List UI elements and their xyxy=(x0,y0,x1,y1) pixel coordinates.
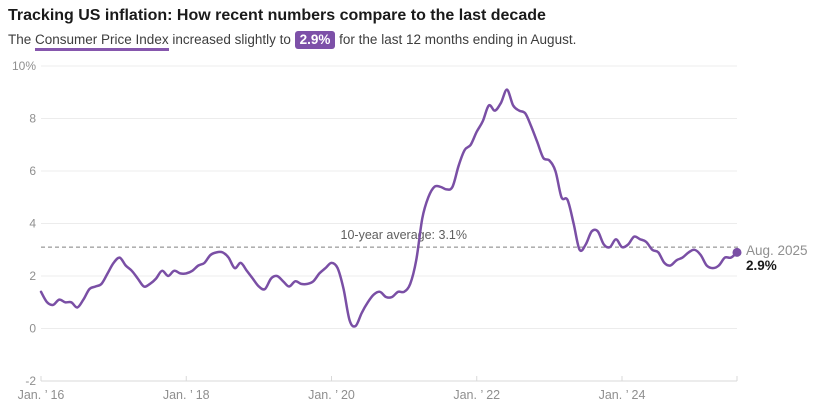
cpi-line-series xyxy=(39,88,739,328)
y-tick-label: 6 xyxy=(29,164,36,178)
y-tick-label: 10% xyxy=(12,59,36,73)
y-gridlines xyxy=(41,65,737,329)
chart-area: Jan. ’ 16 Jan. ’ 18 Jan. ’ 20 Jan. ’ 22 Jan.… xyxy=(0,55,815,416)
y-tick-label: 4 xyxy=(29,217,36,231)
y-axis-labels: 10% 8 6 4 2 0 -2 xyxy=(12,59,36,388)
end-point-dot xyxy=(732,247,742,257)
end-point-date-label: Aug. 2025 xyxy=(746,243,808,258)
x-tick-label: Jan. ’ 20 xyxy=(308,388,355,402)
y-tick-label: 0 xyxy=(29,322,36,336)
subtitle-mid: increased slightly to xyxy=(168,32,295,47)
x-tick-label: Jan. ’ 16 xyxy=(18,388,65,402)
average-line-label: 10-year average: 3.1% xyxy=(341,228,467,242)
y-tick-label: 2 xyxy=(29,269,36,283)
x-tick-label: Jan. ’ 24 xyxy=(599,388,646,402)
x-tick-label: Jan. ’ 22 xyxy=(453,388,500,402)
chart-subtitle: The Consumer Price Index increased sligh… xyxy=(8,31,805,51)
chart-header: Tracking US inflation: How recent number… xyxy=(0,0,815,51)
x-tick-label: Jan. ’ 18 xyxy=(163,388,210,402)
subtitle-prefix: The xyxy=(8,32,36,47)
y-tick-label: -2 xyxy=(25,374,36,388)
inflation-line-chart: Jan. ’ 16 Jan. ’ 18 Jan. ’ 20 Jan. ’ 22 Jan.… xyxy=(12,59,808,402)
y-tick-label: 8 xyxy=(29,112,36,126)
end-point-value-label: 2.9% xyxy=(746,258,777,273)
value-badge: 2.9% xyxy=(294,31,336,49)
x-ticks: Jan. ’ 16 Jan. ’ 18 Jan. ’ 20 Jan. ’ 22 Jan.… xyxy=(18,376,738,402)
chart-title: Tracking US inflation: How recent number… xyxy=(8,7,546,24)
subtitle-suffix: for the last 12 months ending in August. xyxy=(335,32,577,47)
cpi-link[interactable]: Consumer Price Index xyxy=(35,32,169,51)
